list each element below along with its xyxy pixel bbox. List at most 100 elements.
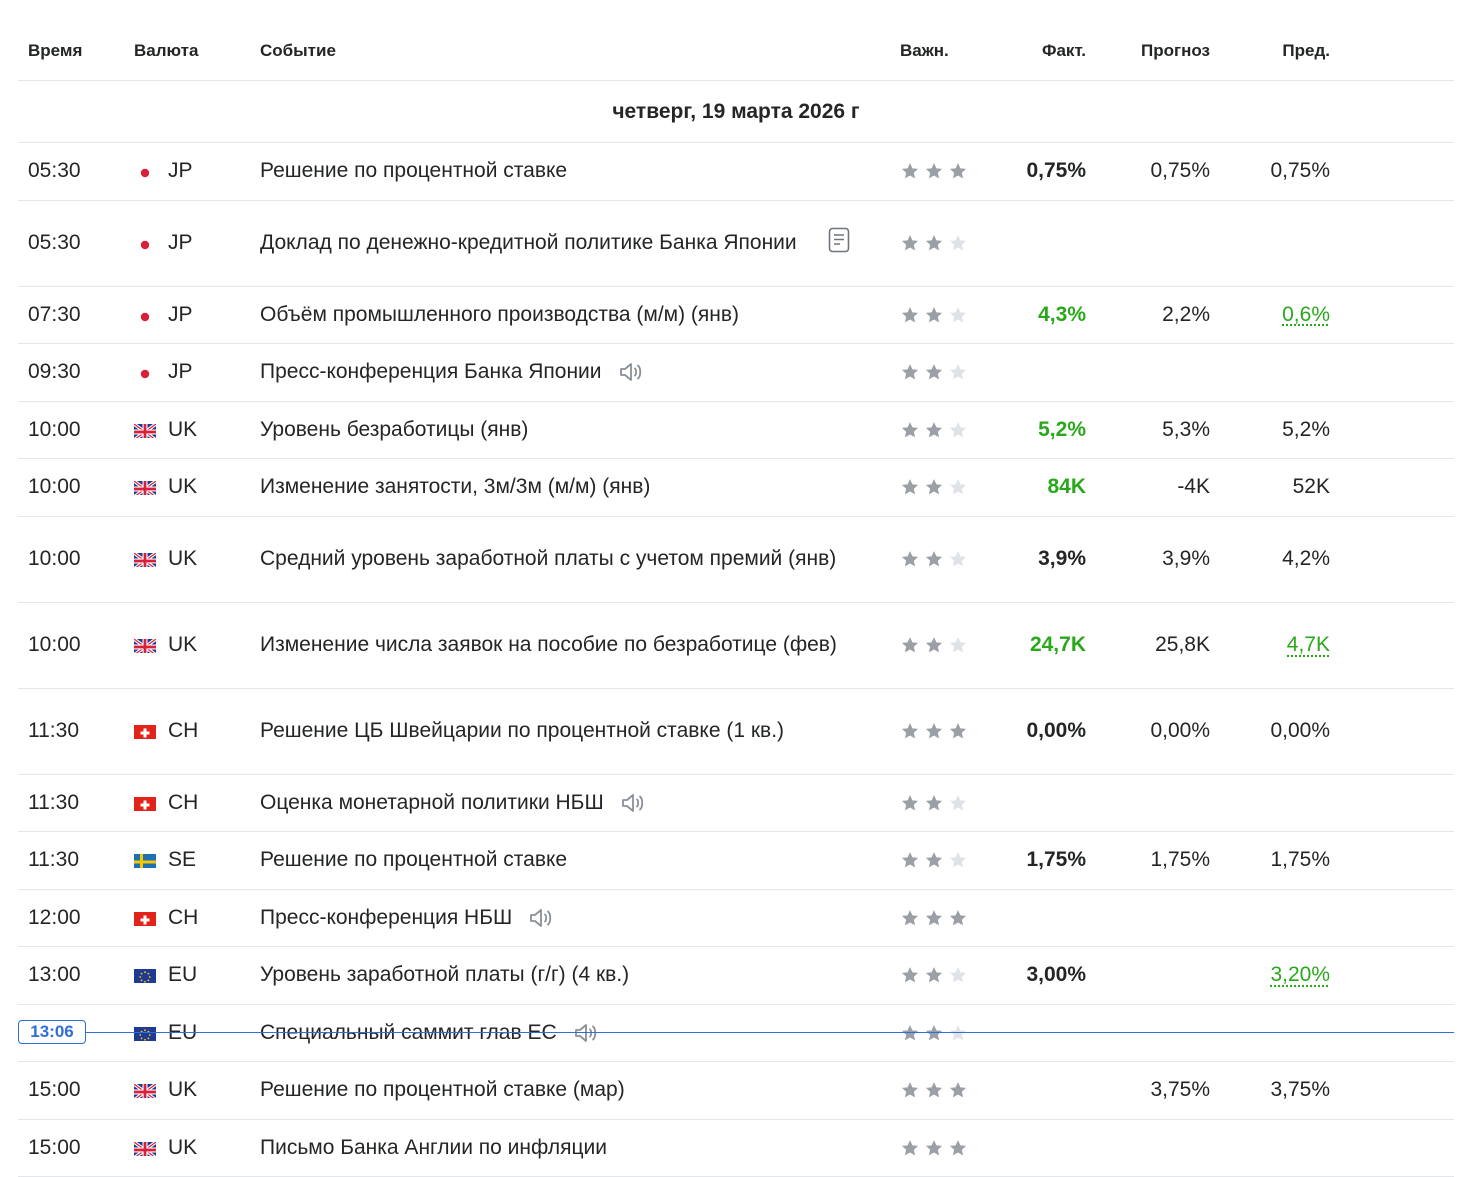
table-row[interactable]: 13:00 EU Специальный саммит глав ЕС	[18, 1005, 1454, 1063]
currency-cell: JP	[134, 360, 193, 384]
previous-value[interactable]: 3,20%	[1270, 963, 1330, 987]
event-name[interactable]: Решение по процентной ставке	[260, 156, 567, 186]
event-name-cell: Средний уровень заработной платы с учето…	[260, 544, 840, 574]
currency-cell: CH	[134, 906, 198, 930]
importance-star-icon	[900, 908, 920, 928]
forecast-value: 3,75%	[1150, 1078, 1210, 1102]
event-name[interactable]: Объём промышленного производства (м/м) (…	[260, 300, 739, 330]
importance-stars	[900, 850, 968, 870]
importance-stars	[900, 1080, 968, 1100]
event-time: 10:00	[28, 418, 81, 442]
header-time[interactable]: Время	[28, 41, 82, 61]
speaker-icon[interactable]	[618, 359, 646, 385]
event-name[interactable]: Уровень заработной платы (г/г) (4 кв.)	[260, 960, 629, 990]
currency-code: UK	[168, 418, 197, 442]
importance-stars	[900, 161, 968, 181]
table-row[interactable]: 05:30 JP Доклад по денежно-кредитной пол…	[18, 201, 1454, 287]
importance-star-icon	[900, 850, 920, 870]
previous-value[interactable]: 0,6%	[1282, 303, 1330, 327]
table-row[interactable]: 15:00 UK Письмо Банка Англии по инфляции	[18, 1120, 1454, 1177]
importance-star-icon	[948, 161, 968, 181]
importance-star-icon	[900, 1080, 920, 1100]
table-row[interactable]: 10:00 UK Изменение занятости, 3м/3м (м/м…	[18, 459, 1454, 517]
actual-value: 4,3%	[1038, 303, 1086, 327]
table-row[interactable]: 11:30 CH Решение ЦБ Швейцарии по процент…	[18, 689, 1454, 775]
table-row[interactable]: 10:00 UK Изменение числа заявок на пособ…	[18, 603, 1454, 689]
importance-star-icon	[924, 420, 944, 440]
actual-value: 3,9%	[1038, 547, 1086, 571]
importance-star-icon	[924, 1080, 944, 1100]
table-row[interactable]: 10:00 UK Уровень безработицы (янв) 5,2% …	[18, 402, 1454, 460]
table-row[interactable]: 10:00 UK Средний уровень заработной плат…	[18, 517, 1454, 603]
economic-calendar: Время Валюта Событие Важн. Факт. Прогноз…	[18, 0, 1454, 1177]
speaker-icon[interactable]	[528, 905, 556, 931]
event-name[interactable]: Оценка монетарной политики НБШ	[260, 788, 604, 818]
event-name-cell: Изменение числа заявок на пособие по без…	[260, 630, 840, 660]
event-name[interactable]: Изменение занятости, 3м/3м (м/м) (янв)	[260, 472, 650, 502]
currency-cell: JP	[134, 303, 193, 327]
event-time: 11:30	[28, 791, 79, 815]
table-row[interactable]: 11:30 CH Оценка монетарной политики НБШ	[18, 775, 1454, 833]
current-time-line	[18, 1032, 1454, 1033]
header-actual[interactable]: Факт.	[1042, 41, 1086, 61]
importance-star-icon	[924, 908, 944, 928]
event-name-cell: Объём промышленного производства (м/м) (…	[260, 300, 840, 330]
header-forecast[interactable]: Прогноз	[1141, 41, 1210, 61]
event-name[interactable]: Изменение числа заявок на пособие по без…	[260, 630, 837, 660]
event-name[interactable]: Пресс-конференция Банка Японии	[260, 357, 602, 387]
importance-star-icon	[924, 965, 944, 985]
header-event[interactable]: Событие	[260, 41, 336, 61]
forecast-value: 1,75%	[1150, 848, 1210, 872]
header-importance[interactable]: Важн.	[900, 41, 949, 61]
currency-cell: CH	[134, 719, 198, 743]
importance-stars	[900, 721, 968, 741]
table-row[interactable]: 07:30 JP Объём промышленного производств…	[18, 287, 1454, 345]
table-row[interactable]: 05:30 JP Решение по процентной ставке 0,…	[18, 143, 1454, 201]
header-currency[interactable]: Валюта	[134, 41, 198, 61]
importance-star-icon	[900, 233, 920, 253]
flag-ch-icon	[134, 795, 156, 811]
importance-star-icon	[924, 549, 944, 569]
table-row[interactable]: 09:30 JP Пресс-конференция Банка Японии	[18, 344, 1454, 402]
speaker-icon[interactable]	[620, 790, 648, 816]
flag-uk-icon	[134, 1082, 156, 1098]
importance-stars	[900, 965, 968, 985]
header-previous[interactable]: Пред.	[1282, 41, 1330, 61]
event-name[interactable]: Средний уровень заработной платы с учето…	[260, 544, 836, 574]
importance-star-icon	[948, 908, 968, 928]
importance-stars	[900, 233, 968, 253]
event-name-cell: Решение по процентной ставке	[260, 845, 840, 875]
currency-code: UK	[168, 1078, 197, 1102]
flag-uk-icon	[134, 479, 156, 495]
importance-stars	[900, 908, 968, 928]
currency-cell: UK	[134, 475, 197, 499]
importance-star-icon	[924, 305, 944, 325]
importance-star-icon	[924, 233, 944, 253]
table-row[interactable]: 12:00 CH Пресс-конференция НБШ	[18, 890, 1454, 948]
event-name[interactable]: Решение по процентной ставке (мар)	[260, 1075, 625, 1105]
document-icon[interactable]	[828, 227, 850, 259]
event-name-cell: Решение ЦБ Швейцарии по процентной ставк…	[260, 716, 840, 746]
event-name[interactable]: Пресс-конференция НБШ	[260, 903, 512, 933]
importance-star-icon	[948, 721, 968, 741]
importance-stars	[900, 362, 968, 382]
actual-value: 5,2%	[1038, 418, 1086, 442]
importance-star-icon	[924, 477, 944, 497]
previous-value[interactable]: 4,7K	[1287, 633, 1330, 657]
importance-stars	[900, 420, 968, 440]
forecast-value: 3,9%	[1162, 547, 1210, 571]
event-name-cell: Пресс-конференция Банка Японии	[260, 357, 840, 387]
table-row[interactable]: 13:00 EU Уровень заработной платы (г/г) …	[18, 947, 1454, 1005]
event-name-cell: Уровень заработной платы (г/г) (4 кв.)	[260, 960, 840, 990]
event-name-cell: Оценка монетарной политики НБШ	[260, 788, 840, 818]
event-name[interactable]: Доклад по денежно-кредитной политике Бан…	[260, 228, 797, 258]
currency-code: JP	[168, 303, 193, 327]
event-name[interactable]: Уровень безработицы (янв)	[260, 415, 528, 445]
table-row[interactable]: 11:30 SE Решение по процентной ставке 1,…	[18, 832, 1454, 890]
current-time-badge: 13:06	[18, 1020, 86, 1044]
importance-star-icon	[948, 549, 968, 569]
actual-value: 0,75%	[1026, 159, 1086, 183]
event-name[interactable]: Решение по процентной ставке	[260, 845, 567, 875]
event-name[interactable]: Решение ЦБ Швейцарии по процентной ставк…	[260, 716, 784, 746]
table-row[interactable]: 15:00 UK Решение по процентной ставке (м…	[18, 1062, 1454, 1120]
